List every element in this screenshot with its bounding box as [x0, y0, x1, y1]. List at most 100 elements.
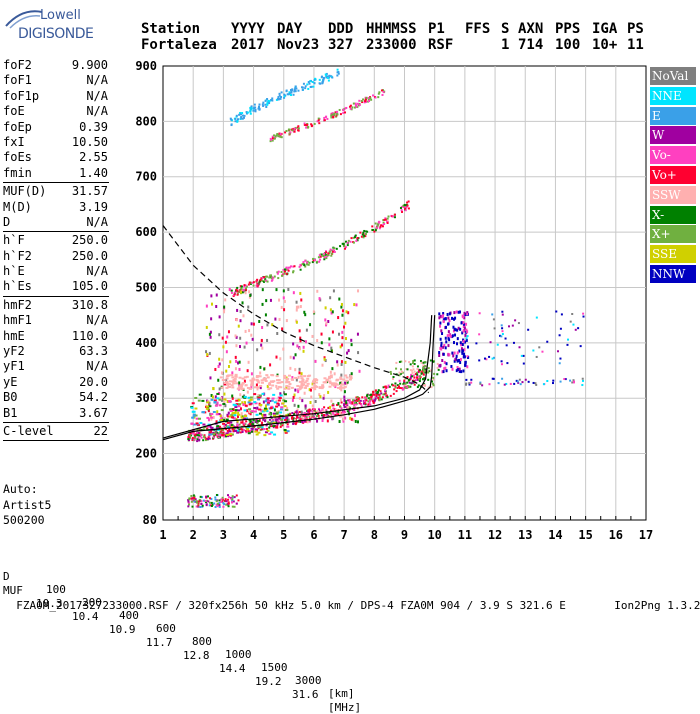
echo-point [312, 413, 315, 417]
echo-point [406, 201, 409, 204]
echo-point [468, 382, 471, 385]
echo-point [452, 325, 455, 329]
echo-point [228, 380, 232, 383]
echo-point [267, 383, 271, 386]
echo-point [292, 270, 295, 273]
echo-point [294, 388, 297, 392]
echo-point [240, 383, 244, 386]
echo-point [197, 500, 200, 503]
echo-point [284, 270, 287, 273]
echo-point [567, 338, 570, 341]
echo-point [271, 380, 275, 383]
x-tick-label: 2 [190, 528, 197, 542]
echo-point [226, 335, 229, 339]
echo-point [279, 408, 283, 411]
echo-point [454, 358, 457, 362]
echo-point [369, 400, 372, 403]
echo-point [205, 325, 208, 329]
echo-point [504, 337, 507, 340]
echo-point [297, 305, 300, 309]
echo-point [261, 392, 265, 395]
echo-point [340, 388, 343, 392]
echo-point [239, 319, 242, 323]
echo-point [403, 379, 406, 382]
echo-point [324, 306, 327, 310]
echo-point [250, 410, 254, 413]
echo-point [331, 367, 334, 371]
echo-point [447, 330, 450, 334]
echo-point [375, 393, 378, 396]
echo-point [264, 278, 267, 281]
echo-point [193, 495, 196, 498]
echo-point [517, 381, 520, 384]
echo-point [251, 281, 254, 284]
echo-point [445, 369, 448, 373]
echo-point [231, 371, 234, 375]
echo-point [217, 428, 221, 431]
param-value: N/A [86, 214, 108, 229]
echo-point [226, 413, 229, 417]
echo-point [245, 375, 249, 378]
echo-point [302, 420, 305, 423]
echo-point [442, 312, 445, 316]
echo-point [212, 386, 215, 390]
echo-point [223, 392, 226, 396]
param-label: foF2 [3, 58, 32, 72]
echo-point [234, 355, 237, 359]
echo-point [339, 345, 342, 349]
echo-point [302, 414, 305, 417]
echo-point [275, 425, 279, 428]
legend-item-ssw: SSW [650, 185, 696, 204]
param-row-hes: h`Es 105.0 [3, 279, 108, 294]
echo-point [253, 103, 256, 106]
echo-point [582, 315, 585, 318]
echo-point [312, 378, 316, 381]
echo-point [386, 221, 389, 224]
echo-point [283, 428, 287, 431]
echo-point [305, 415, 308, 418]
echo-point [340, 360, 343, 364]
echo-point [280, 136, 283, 139]
echo-point [242, 402, 245, 406]
echo-point [517, 322, 520, 325]
echo-point [248, 281, 251, 284]
echo-point [323, 394, 326, 398]
echo-point [305, 261, 308, 264]
echo-point [345, 376, 349, 379]
echo-point [283, 93, 286, 96]
echo-point [214, 506, 217, 509]
echo-point [338, 108, 341, 111]
echo-point [228, 400, 232, 403]
echo-point [253, 393, 257, 396]
echo-point [512, 341, 515, 344]
echo-point [216, 432, 219, 435]
echo-point [237, 403, 241, 406]
param-row-md: M(D) 3.19 [3, 200, 108, 215]
echo-point [195, 505, 198, 508]
echo-point [304, 313, 307, 317]
echo-point [216, 392, 220, 395]
echo-point [247, 432, 251, 435]
echo-point [374, 222, 377, 225]
echo-point [297, 89, 300, 92]
echo-point [273, 401, 277, 404]
echo-point [291, 376, 294, 380]
echo-point [492, 377, 495, 380]
echo-point [299, 375, 303, 378]
echo-point [303, 418, 306, 421]
echo-point [331, 404, 334, 407]
echo-point [303, 381, 307, 384]
distance-value: 100 [46, 583, 66, 596]
echo-point [235, 114, 238, 117]
param-label: fxI [3, 134, 25, 149]
echo-point [263, 434, 267, 437]
echo-point [370, 98, 373, 101]
echo-point [518, 346, 521, 349]
echo-point [566, 343, 569, 346]
echo-point [352, 102, 355, 105]
echo-point [323, 258, 326, 261]
param-value: 0.39 [79, 119, 108, 134]
echo-point [254, 419, 257, 422]
echo-point [328, 343, 331, 347]
echo-point [216, 401, 219, 405]
